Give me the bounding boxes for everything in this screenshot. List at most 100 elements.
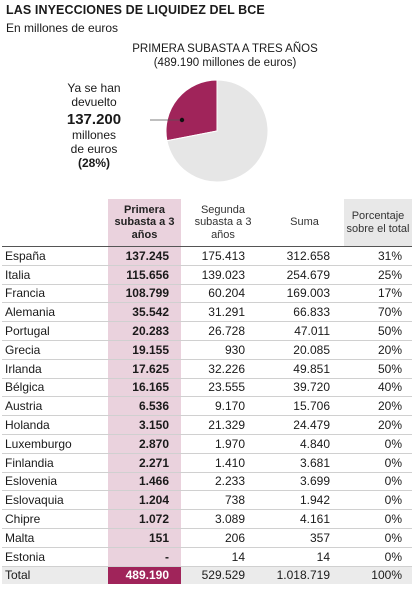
row-primera-subasta: 20.283 [108, 321, 181, 341]
row-porcentaje: 70% [344, 302, 412, 323]
total-segunda-subasta: 529.529 [181, 565, 265, 585]
row-segunda-subasta: 60.204 [181, 284, 265, 304]
row-porcentaje: 20% [344, 415, 412, 435]
row-segunda-subasta: 1.410 [181, 453, 265, 473]
row-primera-subasta: 35.542 [108, 302, 181, 323]
row-country: Francia [2, 284, 108, 304]
row-country: Finlandia [2, 453, 108, 473]
row-suma: 4.840 [265, 434, 344, 454]
row-porcentaje: 25% [344, 265, 412, 285]
page-title: LAS INYECCIONES DE LIQUIDEZ DEL BCE [6, 3, 265, 17]
row-segunda-subasta: 23.555 [181, 378, 265, 398]
row-porcentaje: 50% [344, 321, 412, 341]
row-suma: 14 [265, 547, 344, 567]
table-row: Luxemburgo 2.870 1.970 4.840 0% [2, 434, 412, 454]
row-country: Alemania [2, 302, 108, 323]
row-country: Eslovenia [2, 472, 108, 492]
row-porcentaje: 50% [344, 359, 412, 379]
column-header-porcentaje: Porcentaje sobre el total [344, 199, 412, 247]
row-primera-subasta: - [108, 547, 181, 567]
pie-leader-dot [179, 117, 185, 123]
row-country: Austria [2, 396, 108, 417]
row-country: Irlanda [2, 359, 108, 379]
column-header-primera-subasta: Primera subasta a 3 años [108, 199, 181, 247]
pie-annotation-line4: de euros [70, 142, 118, 156]
pie-title: PRIMERA SUBASTA A TRES AÑOS [132, 43, 318, 55]
row-primera-subasta: 108.799 [108, 284, 181, 304]
row-primera-subasta: 6.536 [108, 396, 181, 417]
row-suma: 3.681 [265, 453, 344, 473]
row-suma: 20.085 [265, 340, 344, 360]
row-segunda-subasta: 3.089 [181, 509, 265, 529]
table-row: Bélgica 16.165 23.555 39.720 40% [2, 378, 412, 398]
row-segunda-subasta: 738 [181, 490, 265, 511]
row-porcentaje: 20% [344, 396, 412, 417]
data-table: Primera subasta a 3 años Segunda subasta… [2, 199, 412, 585]
row-country: Bélgica [2, 378, 108, 398]
table-header-row: Primera subasta a 3 años Segunda subasta… [2, 199, 412, 247]
row-primera-subasta: 19.155 [108, 340, 181, 360]
table-row: Austria 6.536 9.170 15.706 20% [2, 396, 412, 417]
table-row: Irlanda 17.625 32.226 49.851 50% [2, 359, 412, 379]
row-country: Estonia [2, 547, 108, 567]
row-primera-subasta: 17.625 [108, 359, 181, 379]
pie-slice-devuelto [165, 79, 218, 142]
row-segunda-subasta: 175.413 [181, 246, 265, 266]
pie-subtitle: (489.190 millones de euros) [153, 57, 297, 69]
row-country: Chipre [2, 509, 108, 529]
table-row: Portugal 20.283 26.728 47.011 50% [2, 321, 412, 341]
pie-slice-remaining [166, 79, 269, 183]
row-porcentaje: 0% [344, 472, 412, 492]
table-row: Holanda 3.150 21.329 24.479 20% [2, 415, 412, 435]
row-segunda-subasta: 32.226 [181, 359, 265, 379]
table-row: Grecia 19.155 930 20.085 20% [2, 340, 412, 360]
table-row: Chipre 1.072 3.089 4.161 0% [2, 509, 412, 529]
row-segunda-subasta: 930 [181, 340, 265, 360]
pie-chart [150, 79, 269, 183]
row-primera-subasta: 115.656 [108, 265, 181, 285]
row-segunda-subasta: 206 [181, 528, 265, 548]
table-row: Finlandia 2.271 1.410 3.681 0% [2, 453, 412, 473]
row-primera-subasta: 2.870 [108, 434, 181, 454]
row-primera-subasta: 1.072 [108, 509, 181, 529]
table-row: Italia 115.656 139.023 254.679 25% [2, 265, 412, 285]
row-country: España [2, 246, 108, 266]
pie-annotation-line1: Ya se han [67, 81, 121, 95]
total-country: Total [2, 565, 108, 585]
row-suma: 24.479 [265, 415, 344, 435]
table-row: Estonia -14 14 0% [2, 547, 412, 567]
table-row: España 137.245 175.413 312.658 31% [2, 246, 412, 266]
row-porcentaje: 0% [344, 490, 412, 511]
row-suma: 254.679 [265, 265, 344, 285]
row-suma: 49.851 [265, 359, 344, 379]
row-primera-subasta: 1.204 [108, 490, 181, 511]
table-row: Francia 108.799 60.204 169.003 17% [2, 284, 412, 304]
row-primera-subasta: 3.150 [108, 415, 181, 435]
column-header-suma: Suma [265, 199, 344, 247]
row-segunda-subasta: 14 [181, 547, 265, 567]
row-suma: 312.658 [265, 246, 344, 266]
row-segunda-subasta: 9.170 [181, 396, 265, 417]
total-primera-subasta: 489.190 [108, 565, 181, 585]
table-row: Alemania 35.542 31.291 66.833 70% [2, 302, 412, 323]
row-porcentaje: 31% [344, 246, 412, 266]
column-header-country [2, 199, 108, 247]
row-suma: 357 [265, 528, 344, 548]
total-porcentaje: 100% [344, 565, 412, 585]
row-primera-subasta: 151 [108, 528, 181, 548]
row-suma: 169.003 [265, 284, 344, 304]
row-porcentaje: 20% [344, 340, 412, 360]
pie-annotation-line2: devuelto [71, 95, 117, 109]
pie-annotation-value: 137.200 [66, 111, 122, 128]
row-country: Luxemburgo [2, 434, 108, 454]
row-country: Eslovaquia [2, 490, 108, 511]
row-primera-subasta: 2.271 [108, 453, 181, 473]
row-segunda-subasta: 31.291 [181, 302, 265, 323]
row-segunda-subasta: 26.728 [181, 321, 265, 341]
row-country: Portugal [2, 321, 108, 341]
row-segunda-subasta: 2.233 [181, 472, 265, 492]
row-porcentaje: 0% [344, 547, 412, 567]
row-country: Italia [2, 265, 108, 285]
total-suma: 1.018.719 [265, 565, 344, 585]
row-segunda-subasta: 139.023 [181, 265, 265, 285]
